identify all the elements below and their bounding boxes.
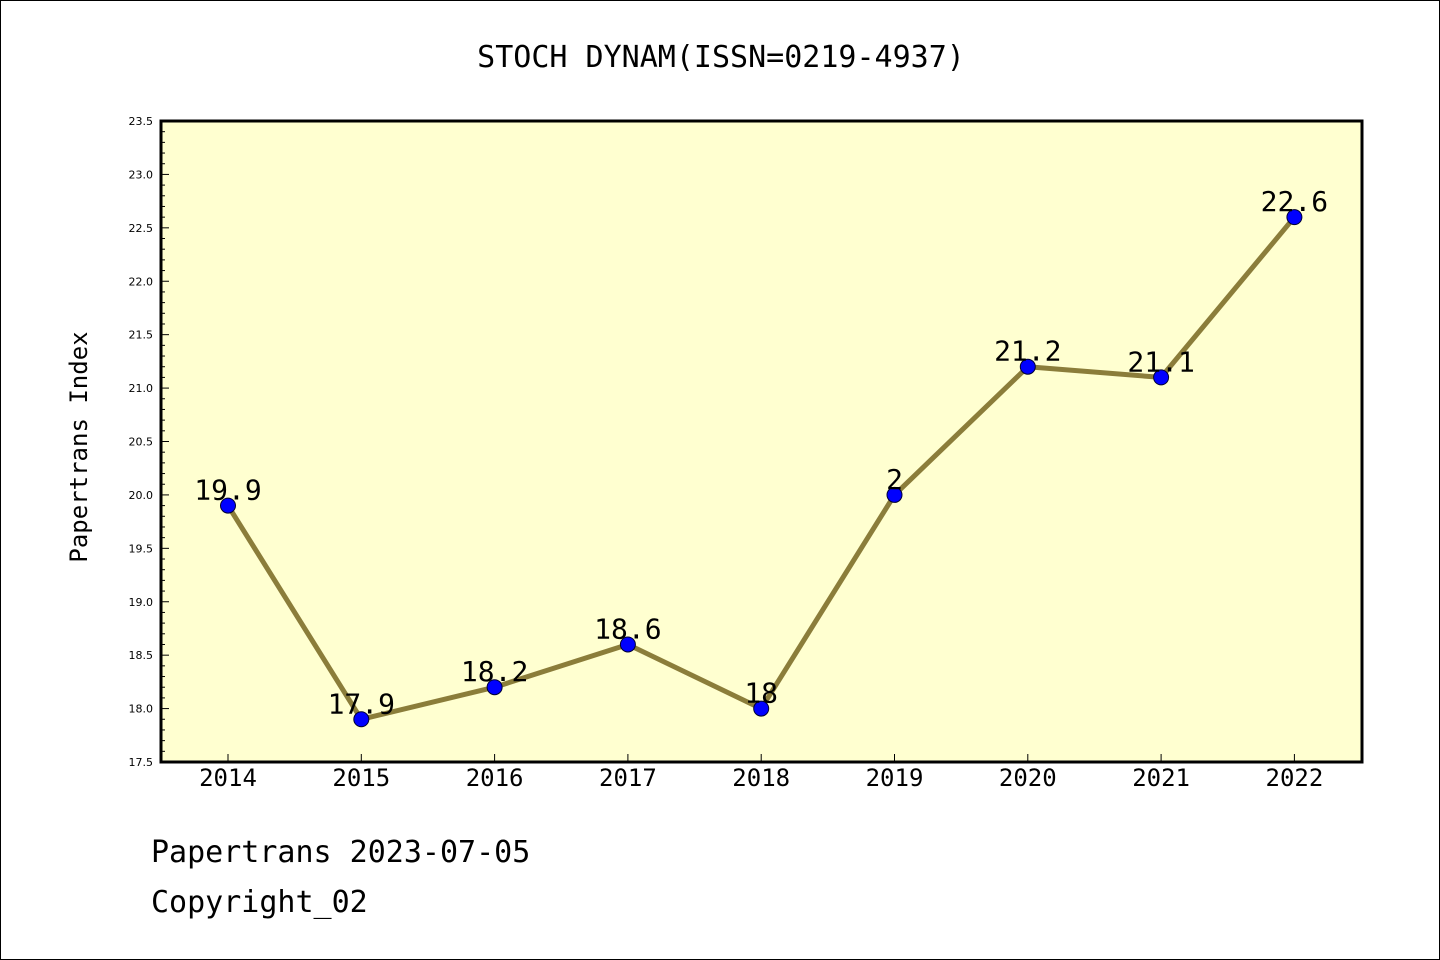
x-tick-label: 2021 xyxy=(1132,764,1190,792)
x-tick-label: 2018 xyxy=(732,764,790,792)
footer-copyright-text: Copyright_02 xyxy=(151,885,368,920)
data-label: 21.2 xyxy=(994,335,1061,368)
y-tick-label: 19.5 xyxy=(129,542,154,555)
x-tick-label: 2022 xyxy=(1266,764,1324,792)
data-point xyxy=(1286,209,1303,226)
y-axis-label: Papertrans Index xyxy=(65,331,93,562)
data-label: 18.6 xyxy=(594,612,661,645)
data-point xyxy=(1019,358,1036,375)
data-point xyxy=(886,486,903,503)
plot-area xyxy=(161,121,1362,762)
y-tick-label: 18.5 xyxy=(129,649,154,662)
y-tick-label: 21.5 xyxy=(129,329,154,342)
data-label: 19.9 xyxy=(194,474,261,507)
y-tick-label: 18.0 xyxy=(129,703,154,716)
x-tick-label: 2015 xyxy=(332,764,390,792)
data-label: 18.2 xyxy=(461,655,528,688)
data-label: 22.6 xyxy=(1261,185,1328,218)
x-tick-label: 2019 xyxy=(866,764,924,792)
marks-layer: 17.5 18.0 18.5 19.0 19.5 20.0 20.5 21.0 21.5 22.0… xyxy=(129,115,1329,792)
y-tick-label: 17.5 xyxy=(129,756,154,769)
data-point xyxy=(353,711,370,728)
data-label: 2 xyxy=(886,463,903,496)
data-point xyxy=(220,497,236,514)
y-tick-label: 20.5 xyxy=(129,436,154,449)
y-tick-label: 23.0 xyxy=(129,168,154,181)
y-tick-label: 23.5 xyxy=(129,115,154,128)
y-tick-label: 22.5 xyxy=(129,222,154,235)
x-tick-label: 2017 xyxy=(599,764,657,792)
chart-title: STOCH DYNAM(ISSN=0219-4937) xyxy=(477,40,965,75)
y-tick-label: 22.0 xyxy=(129,275,154,288)
data-label: 21.1 xyxy=(1127,345,1194,378)
footer-date-text: Papertrans 2023-07-05 xyxy=(151,835,531,870)
data-label: 18 xyxy=(744,677,778,710)
y-tick-label: 20.0 xyxy=(129,489,154,502)
x-tick-label: 2014 xyxy=(199,764,257,792)
plot-border xyxy=(159,119,1364,764)
data-point xyxy=(753,700,770,717)
y-tick-label: 19.0 xyxy=(129,596,154,609)
y-tick-label: 21.0 xyxy=(129,382,154,395)
x-tick-label: 2020 xyxy=(999,764,1057,792)
data-point xyxy=(619,636,636,653)
data-point xyxy=(486,679,503,696)
data-point xyxy=(1153,369,1170,386)
x-tick-label: 2016 xyxy=(466,764,524,792)
data-label: 17.9 xyxy=(328,687,395,720)
